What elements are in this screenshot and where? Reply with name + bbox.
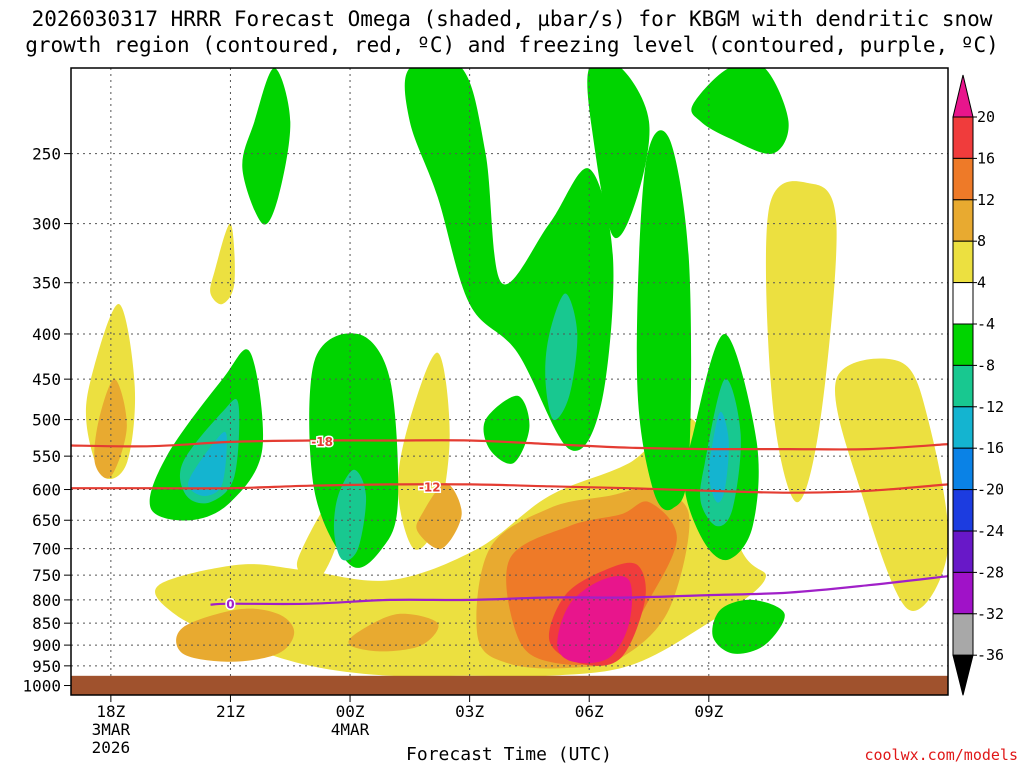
y-tick-label-800: 800 (32, 591, 61, 610)
omega-region-pos8-9 (348, 613, 439, 652)
chart-title: 2026030317 HRRR Forecast Omega (shaded, … (25, 7, 999, 57)
x-tick-sublabel-00Z-0: 4MAR (331, 720, 370, 739)
y-tick-label-250: 250 (32, 145, 61, 164)
omega-region-neg4-23 (712, 599, 785, 654)
omega-region-neg12-29 (188, 431, 227, 497)
colorbar-swatch-1 (952, 157, 974, 201)
x-tick-label-18Z: 18Z (96, 702, 125, 721)
omega-region-neg4-17 (309, 333, 399, 568)
colorbar-swatch-11 (952, 571, 974, 615)
y-tick-label-650: 650 (32, 511, 61, 530)
omega-region-pos8-10 (416, 483, 462, 550)
y-tick-label-350: 350 (32, 274, 61, 293)
colorbar-label-4: 4 (977, 274, 986, 292)
y-tick-label-850: 850 (32, 614, 61, 633)
colorbar-label-7: -12 (977, 398, 1004, 416)
omega-region-pos4-5 (835, 358, 948, 611)
y-tick-label-500: 500 (32, 411, 61, 430)
colorbar-swatch-9 (952, 489, 974, 532)
x-tick-label-06Z: 06Z (575, 702, 604, 721)
x-axis-label: Forecast Time (UTC) (406, 744, 612, 765)
colorbar-arrow-top (952, 74, 974, 118)
x-tick-sublabel-18Z-0: 3MAR (92, 720, 131, 739)
plot-frame (70, 67, 949, 696)
colorbar-swatch-4 (952, 282, 974, 325)
colorbar-label-11: -28 (977, 563, 1004, 581)
ground-below-surface (71, 675, 948, 695)
x-tick-sublabel-18Z-1: 2026 (92, 738, 131, 757)
colorbar-arrow-bottom (952, 654, 974, 696)
colorbar-swatch-5 (952, 323, 974, 366)
omega-shading-layer (85, 68, 948, 677)
colorbar-label-0: 20 (977, 108, 995, 126)
colorbar-swatch-3 (952, 240, 974, 284)
colorbar-label-3: 8 (977, 232, 986, 250)
omega-region-neg4-20 (636, 130, 692, 511)
contour-line-2 (210, 575, 948, 606)
colorbar-swatch-8 (952, 447, 974, 491)
contour-layer: -18 -12 0 (71, 433, 948, 613)
colorbar-label-5: -4 (977, 315, 995, 333)
x-tick-label-09Z: 09Z (694, 702, 723, 721)
watermark-url: coolwx.com/models (864, 746, 1018, 764)
omega-region-neg4-21 (691, 68, 789, 154)
y-tick-label-700: 700 (32, 540, 61, 559)
colorbar-label-12: -32 (977, 605, 1004, 623)
y-tick-label-300: 300 (32, 215, 61, 234)
colorbar-swatch-12 (952, 613, 974, 656)
colorbar-swatch-6 (952, 364, 974, 408)
y-tick-label-900: 900 (32, 636, 61, 655)
x-tick-label-03Z: 03Z (455, 702, 484, 721)
y-tick-label-1000: 1000 (22, 677, 61, 696)
omega-region-neg4-24 (483, 395, 530, 464)
colorbar-label-2: 12 (977, 191, 995, 209)
contour-line-0 (71, 439, 948, 451)
y-tick-label-550: 550 (32, 447, 61, 466)
colorbar-label-6: -8 (977, 356, 995, 374)
omega-region-neg4-19 (587, 68, 650, 239)
contour-label-0: -18 (311, 435, 333, 449)
colorbar-swatch-2 (952, 199, 974, 242)
colorbar-label-13: -36 (977, 646, 1004, 664)
contour-label-1: -12 (419, 481, 441, 495)
omega-region-pos8-8 (176, 608, 295, 662)
omega-region-neg4-16 (242, 68, 291, 225)
y-tick-label-750: 750 (32, 566, 61, 585)
contour-line-1 (71, 483, 948, 494)
omega-region-neg8-28 (545, 293, 578, 421)
omega-region-pos4-2 (210, 223, 235, 305)
y-tick-label-950: 950 (32, 657, 61, 676)
x-tick-label-00Z: 00Z (336, 702, 365, 721)
y-axis-pressure: 250 300 350 400 450 500 550 600 650 700 750 800 850 9… (22, 145, 71, 696)
x-tick-label-21Z: 21Z (216, 702, 245, 721)
omega-region-neg12-30 (708, 411, 729, 503)
colorbar-swatch-0 (952, 116, 974, 159)
colorbar-label-1: 16 (977, 149, 995, 167)
y-tick-label-600: 600 (32, 481, 61, 500)
contour-label-2: 0 (226, 598, 234, 612)
colorbar-swatch-7 (952, 406, 974, 449)
y-tick-label-400: 400 (32, 325, 61, 344)
omega-region-neg8-26 (333, 469, 367, 561)
colorbar-label-9: -20 (977, 481, 1004, 499)
y-tick-label-450: 450 (32, 370, 61, 389)
colorbar-label-8: -16 (977, 439, 1004, 457)
colorbar-swatch-10 (952, 530, 974, 573)
colorbar: 20 16 12 8 4 -4 -8 -12 -16 -20 -24 -28 -32 -36 (952, 74, 1004, 696)
omega-region-pos4-4 (765, 181, 837, 503)
colorbar-label-10: -24 (977, 522, 1004, 540)
